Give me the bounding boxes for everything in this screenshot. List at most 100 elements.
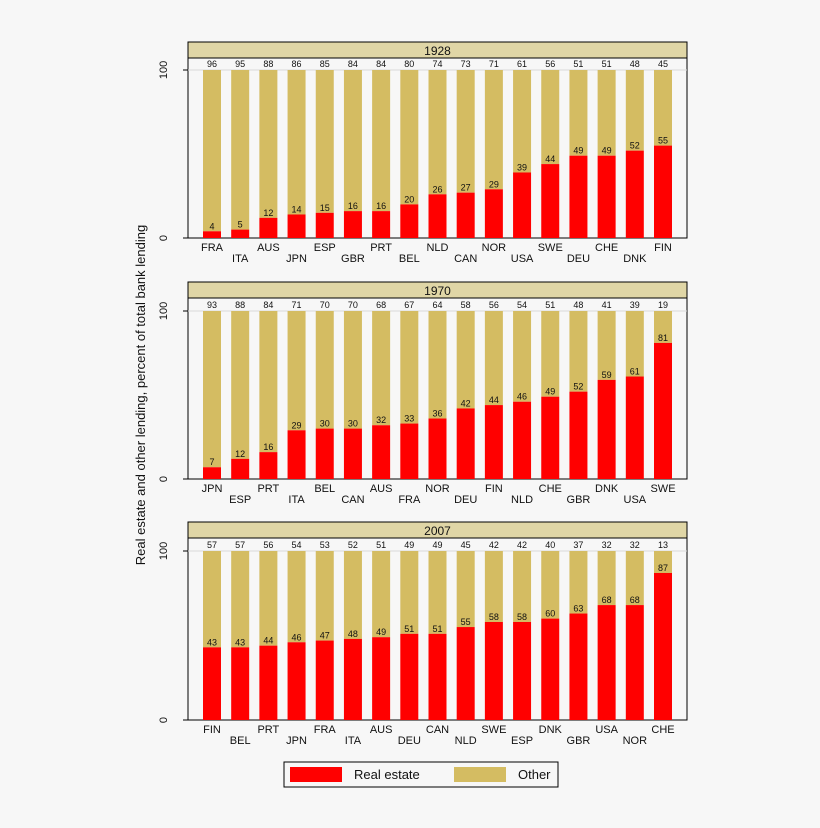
data-label-real-estate: 30 bbox=[348, 419, 358, 429]
x-tick-label: DEU bbox=[398, 735, 421, 747]
y-tick-label: 0 bbox=[158, 235, 170, 241]
x-tick-label: CAN bbox=[454, 253, 477, 265]
bar-real-estate-FRA bbox=[315, 640, 334, 720]
x-tick-label: BEL bbox=[399, 253, 420, 265]
data-label-other: 51 bbox=[602, 59, 612, 69]
data-label-real-estate: 5 bbox=[238, 220, 243, 230]
bar-other-AUS bbox=[372, 551, 391, 638]
data-label-real-estate: 59 bbox=[602, 370, 612, 380]
panel-1970: 19701000793JPN1288ESP1684PRT2971ITA3070B… bbox=[158, 281, 688, 506]
x-tick-label: DNK bbox=[595, 483, 619, 495]
bar-real-estate-JPN bbox=[287, 214, 306, 238]
x-tick-label: PRT bbox=[257, 724, 279, 736]
data-label-real-estate: 52 bbox=[573, 382, 583, 392]
data-label-real-estate: 7 bbox=[209, 457, 214, 467]
data-label-real-estate: 4 bbox=[209, 221, 214, 231]
data-label-other: 88 bbox=[235, 300, 245, 310]
x-tick-label: NLD bbox=[426, 242, 448, 254]
x-tick-label: FIN bbox=[485, 483, 503, 495]
bar-other-DNK bbox=[625, 70, 644, 151]
bar-real-estate-BEL bbox=[400, 204, 419, 238]
data-label-real-estate: 29 bbox=[489, 179, 499, 189]
x-tick-label: SWE bbox=[481, 724, 506, 736]
data-label-real-estate: 55 bbox=[658, 136, 668, 146]
panel-2007: 2007 100 0 43 57 FIN 43 57 BEL 44 56 PRT 46 54 JPN 47 53… bbox=[158, 521, 688, 747]
bar-real-estate-BEL bbox=[315, 428, 334, 479]
data-label-real-estate: 49 bbox=[573, 146, 583, 156]
bar-real-estate-PRT bbox=[259, 452, 278, 479]
bar-other-NLD bbox=[428, 70, 447, 195]
bar-other-CHE bbox=[654, 551, 672, 573]
bar-real-estate-CAN bbox=[456, 192, 475, 238]
bar-other-ESP bbox=[513, 551, 532, 622]
data-label-other: 32 bbox=[602, 540, 612, 550]
bar-real-estate-NLD bbox=[428, 194, 447, 238]
data-label-other: 85 bbox=[320, 59, 330, 69]
bar-other-DNK bbox=[597, 311, 616, 380]
legend-swatch-other bbox=[454, 767, 506, 782]
data-label-real-estate: 20 bbox=[404, 194, 414, 204]
x-tick-label: FRA bbox=[398, 494, 421, 506]
data-label-other: 51 bbox=[376, 540, 386, 550]
data-label-real-estate: 58 bbox=[517, 612, 527, 622]
data-label-other: 61 bbox=[517, 59, 527, 69]
data-label-other: 68 bbox=[376, 300, 386, 310]
bar-real-estate-DNK bbox=[597, 379, 616, 479]
bar-real-estate-CHE bbox=[541, 396, 560, 479]
x-tick-label: USA bbox=[624, 494, 647, 506]
data-label-real-estate: 58 bbox=[489, 612, 499, 622]
x-tick-label: CAN bbox=[341, 494, 364, 506]
data-label-other: 49 bbox=[432, 540, 442, 550]
data-label-other: 84 bbox=[348, 59, 358, 69]
data-label-other: 13 bbox=[658, 540, 668, 550]
bar-real-estate-CAN bbox=[343, 428, 362, 479]
bar-real-estate-FIN bbox=[654, 145, 672, 238]
data-label-other: 32 bbox=[630, 540, 640, 550]
data-label-real-estate: 43 bbox=[235, 637, 245, 647]
data-label-real-estate: 14 bbox=[292, 204, 302, 214]
bar-other-ESP bbox=[231, 311, 250, 459]
bar-other-SWE bbox=[654, 311, 672, 343]
data-label-real-estate: 63 bbox=[573, 604, 583, 614]
bar-real-estate-DEU bbox=[569, 155, 588, 238]
bar-other-NLD bbox=[513, 311, 532, 402]
bar-other-FIN bbox=[484, 311, 503, 406]
bar-other-PRT bbox=[372, 70, 391, 212]
data-label-other: 84 bbox=[376, 59, 386, 69]
panel-title: 1970 bbox=[424, 284, 451, 298]
bar-other-GBR bbox=[569, 311, 588, 392]
data-label-real-estate: 16 bbox=[376, 201, 386, 211]
bar-other-FRA bbox=[400, 311, 419, 424]
x-tick-label: DEU bbox=[567, 253, 590, 265]
bar-other-USA bbox=[625, 311, 644, 377]
bar-real-estate-NLD bbox=[456, 627, 475, 720]
bar-real-estate-ITA bbox=[343, 638, 362, 720]
x-tick-label: ITA bbox=[232, 253, 249, 265]
data-label-other: 56 bbox=[545, 59, 555, 69]
bar-real-estate-DNK bbox=[541, 618, 560, 720]
data-label-other: 37 bbox=[573, 540, 583, 550]
bar-real-estate-GBR bbox=[343, 211, 362, 238]
bar-real-estate-JPN bbox=[203, 467, 221, 479]
bar-real-estate-NOR bbox=[428, 418, 447, 479]
bar-other-ITA bbox=[231, 70, 250, 230]
bar-real-estate-DNK bbox=[625, 150, 644, 238]
x-tick-label: FIN bbox=[203, 724, 221, 736]
data-label-real-estate: 27 bbox=[461, 183, 471, 193]
data-label-real-estate: 68 bbox=[602, 595, 612, 605]
bar-other-NOR bbox=[484, 70, 503, 190]
bar-real-estate-BEL bbox=[231, 647, 250, 720]
bar-real-estate-USA bbox=[597, 605, 616, 720]
bar-real-estate-NOR bbox=[625, 605, 644, 720]
bar-other-BEL bbox=[400, 70, 419, 205]
bar-other-BEL bbox=[315, 311, 334, 429]
bar-real-estate-NLD bbox=[513, 401, 532, 479]
x-tick-label: BEL bbox=[230, 735, 251, 747]
bar-other-CAN bbox=[456, 70, 475, 193]
y-tick-label: 100 bbox=[158, 302, 170, 320]
data-label-other: 88 bbox=[263, 59, 273, 69]
data-label-other: 49 bbox=[404, 540, 414, 550]
bar-other-USA bbox=[513, 70, 532, 173]
bar-real-estate-FIN bbox=[484, 405, 503, 479]
